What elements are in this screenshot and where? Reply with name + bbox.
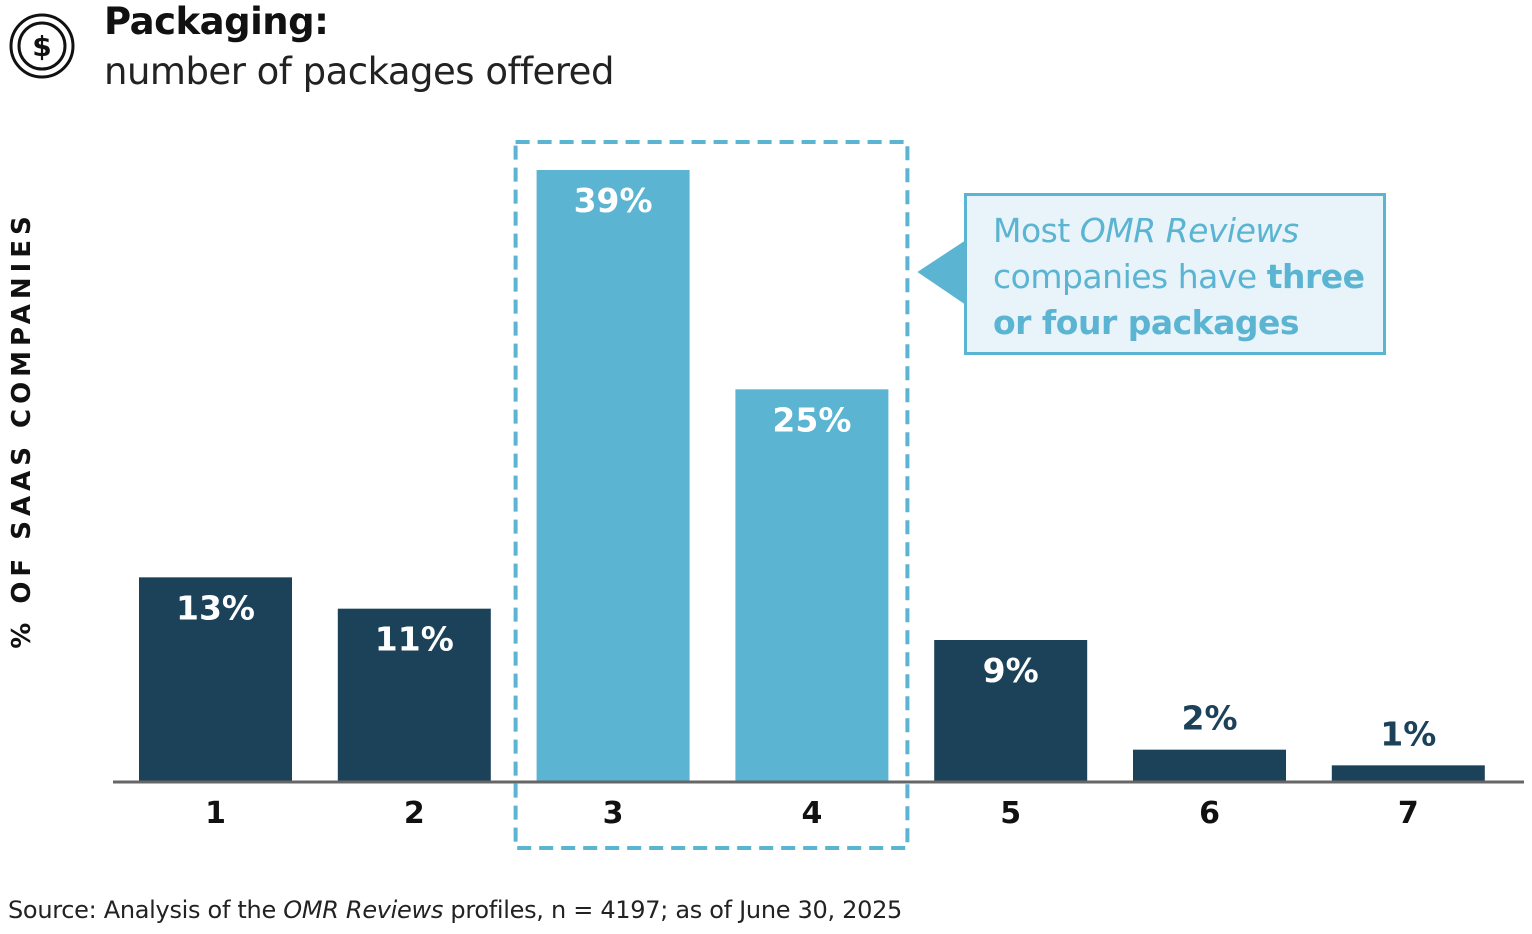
bar-4 [735,389,889,781]
bar-value-label: 39% [574,181,653,220]
bar-value-label: 9% [983,651,1039,690]
bar-2 [337,608,491,781]
bar-value-label: 11% [375,620,454,659]
bar-7 [1331,765,1485,781]
callout-box: Most OMR Reviews companies have three or… [964,193,1386,355]
source-text-2: profiles, n = 4197; as of June 30, 2025 [443,896,903,924]
bar-3 [536,170,690,781]
x-tick-label: 4 [801,796,822,831]
svg-text:$: $ [32,30,51,63]
x-tick-label: 6 [1199,796,1220,831]
page-title: Packaging: [104,0,329,43]
page-subtitle: number of packages offered [104,50,614,93]
bar-value-label: 13% [176,588,255,627]
source-text-brand: OMR Reviews [283,896,444,924]
bar-5 [934,640,1088,781]
source-note: Source: Analysis of the OMR Reviews prof… [8,896,902,924]
bar-6 [1133,749,1286,781]
bar-value-label: 2% [1181,699,1237,738]
callout-text-1: Most [993,211,1080,250]
source-text-1: Source: Analysis of the [8,896,284,924]
x-tick-label: 2 [404,796,425,831]
x-tick-label: 5 [1000,796,1021,831]
bar-value-label: 25% [772,400,851,439]
bar-value-label: 1% [1380,714,1436,753]
callout-pointer [917,240,966,305]
dollar-coin-icon: $ [9,13,75,79]
x-tick-label: 3 [603,796,624,831]
callout-text-emphasis: three or four packages [993,257,1365,342]
bar-1 [139,577,292,781]
x-tick-label: 1 [205,796,226,831]
callout-text-2: companies have [993,257,1267,296]
callout-text-brand: OMR Reviews [1079,211,1299,250]
x-tick-label: 7 [1398,796,1419,831]
